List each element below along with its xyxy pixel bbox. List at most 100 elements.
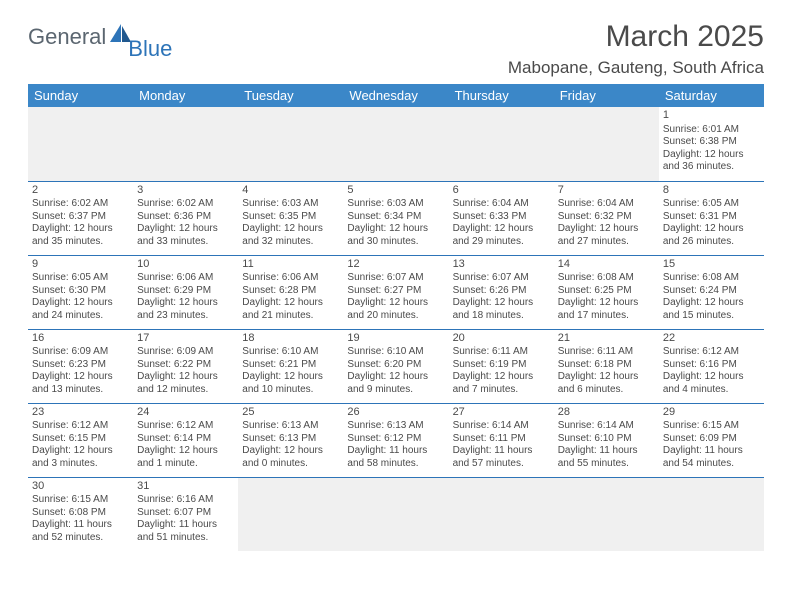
sunrise-text: Sunrise: 6:10 AM	[242, 346, 339, 359]
sunset-text: Sunset: 6:13 PM	[242, 433, 339, 446]
sunrise-text: Sunrise: 6:05 AM	[663, 198, 760, 211]
day-number: 13	[453, 258, 550, 272]
day-cell: 18Sunrise: 6:10 AMSunset: 6:21 PMDayligh…	[238, 329, 343, 403]
day-cell: 20Sunrise: 6:11 AMSunset: 6:19 PMDayligh…	[449, 329, 554, 403]
sunset-text: Sunset: 6:28 PM	[242, 285, 339, 298]
day-cell: 19Sunrise: 6:10 AMSunset: 6:20 PMDayligh…	[343, 329, 448, 403]
sunset-text: Sunset: 6:30 PM	[32, 285, 129, 298]
daylight-text: Daylight: 12 hours and 33 minutes.	[137, 223, 234, 248]
day-header: Tuesday	[238, 84, 343, 107]
sunrise-text: Sunrise: 6:12 AM	[663, 346, 760, 359]
sunset-text: Sunset: 6:22 PM	[137, 359, 234, 372]
daylight-text: Daylight: 12 hours and 12 minutes.	[137, 371, 234, 396]
sunrise-text: Sunrise: 6:02 AM	[32, 198, 129, 211]
day-cell: 28Sunrise: 6:14 AMSunset: 6:10 PMDayligh…	[554, 403, 659, 477]
sunrise-text: Sunrise: 6:11 AM	[453, 346, 550, 359]
daylight-text: Daylight: 12 hours and 24 minutes.	[32, 297, 129, 322]
daylight-text: Daylight: 12 hours and 30 minutes.	[347, 223, 444, 248]
day-cell: 3Sunrise: 6:02 AMSunset: 6:36 PMDaylight…	[133, 181, 238, 255]
day-cell	[449, 477, 554, 551]
day-number: 18	[242, 332, 339, 346]
daylight-text: Daylight: 12 hours and 9 minutes.	[347, 371, 444, 396]
sunrise-text: Sunrise: 6:01 AM	[663, 124, 760, 137]
daylight-text: Daylight: 12 hours and 13 minutes.	[32, 371, 129, 396]
day-number: 21	[558, 332, 655, 346]
sunrise-text: Sunrise: 6:15 AM	[32, 494, 129, 507]
sunrise-text: Sunrise: 6:08 AM	[663, 272, 760, 285]
day-cell: 24Sunrise: 6:12 AMSunset: 6:14 PMDayligh…	[133, 403, 238, 477]
day-cell	[238, 477, 343, 551]
daylight-text: Daylight: 11 hours and 55 minutes.	[558, 445, 655, 470]
sunset-text: Sunset: 6:09 PM	[663, 433, 760, 446]
daylight-text: Daylight: 12 hours and 20 minutes.	[347, 297, 444, 322]
sunset-text: Sunset: 6:12 PM	[347, 433, 444, 446]
month-title: March 2025	[508, 20, 764, 54]
day-number: 17	[137, 332, 234, 346]
sunrise-text: Sunrise: 6:12 AM	[137, 420, 234, 433]
sunrise-text: Sunrise: 6:03 AM	[347, 198, 444, 211]
day-number: 8	[663, 184, 760, 198]
day-number: 15	[663, 258, 760, 272]
week-row: 2Sunrise: 6:02 AMSunset: 6:37 PMDaylight…	[28, 181, 764, 255]
day-number: 12	[347, 258, 444, 272]
logo-text-blue: Blue	[128, 36, 172, 62]
day-number: 22	[663, 332, 760, 346]
sunset-text: Sunset: 6:25 PM	[558, 285, 655, 298]
sunrise-text: Sunrise: 6:07 AM	[347, 272, 444, 285]
daylight-text: Daylight: 11 hours and 58 minutes.	[347, 445, 444, 470]
sunrise-text: Sunrise: 6:16 AM	[137, 494, 234, 507]
sunset-text: Sunset: 6:21 PM	[242, 359, 339, 372]
sunrise-text: Sunrise: 6:06 AM	[242, 272, 339, 285]
day-number: 9	[32, 258, 129, 272]
day-number: 2	[32, 184, 129, 198]
logo-text-general: General	[28, 24, 106, 50]
day-cell: 21Sunrise: 6:11 AMSunset: 6:18 PMDayligh…	[554, 329, 659, 403]
day-cell: 9Sunrise: 6:05 AMSunset: 6:30 PMDaylight…	[28, 255, 133, 329]
daylight-text: Daylight: 12 hours and 1 minute.	[137, 445, 234, 470]
day-cell	[133, 107, 238, 181]
daylight-text: Daylight: 12 hours and 7 minutes.	[453, 371, 550, 396]
sunset-text: Sunset: 6:38 PM	[663, 136, 760, 149]
day-cell: 30Sunrise: 6:15 AMSunset: 6:08 PMDayligh…	[28, 477, 133, 551]
day-cell	[554, 477, 659, 551]
sunrise-text: Sunrise: 6:08 AM	[558, 272, 655, 285]
sunset-text: Sunset: 6:32 PM	[558, 211, 655, 224]
day-cell	[449, 107, 554, 181]
sunset-text: Sunset: 6:14 PM	[137, 433, 234, 446]
day-number: 3	[137, 184, 234, 198]
day-cell: 16Sunrise: 6:09 AMSunset: 6:23 PMDayligh…	[28, 329, 133, 403]
day-number: 6	[453, 184, 550, 198]
daylight-text: Daylight: 11 hours and 57 minutes.	[453, 445, 550, 470]
sunrise-text: Sunrise: 6:02 AM	[137, 198, 234, 211]
day-number: 16	[32, 332, 129, 346]
sunrise-text: Sunrise: 6:04 AM	[453, 198, 550, 211]
day-cell: 2Sunrise: 6:02 AMSunset: 6:37 PMDaylight…	[28, 181, 133, 255]
calendar-page: General Blue March 2025 Mabopane, Gauten…	[0, 0, 792, 551]
sunrise-text: Sunrise: 6:06 AM	[137, 272, 234, 285]
day-cell: 15Sunrise: 6:08 AMSunset: 6:24 PMDayligh…	[659, 255, 764, 329]
sunset-text: Sunset: 6:36 PM	[137, 211, 234, 224]
day-number: 4	[242, 184, 339, 198]
calendar-table: SundayMondayTuesdayWednesdayThursdayFrid…	[28, 84, 764, 551]
sunset-text: Sunset: 6:23 PM	[32, 359, 129, 372]
week-row: 1Sunrise: 6:01 AMSunset: 6:38 PMDaylight…	[28, 107, 764, 181]
day-cell: 11Sunrise: 6:06 AMSunset: 6:28 PMDayligh…	[238, 255, 343, 329]
sunset-text: Sunset: 6:26 PM	[453, 285, 550, 298]
day-number: 26	[347, 406, 444, 420]
sunset-text: Sunset: 6:18 PM	[558, 359, 655, 372]
week-row: 9Sunrise: 6:05 AMSunset: 6:30 PMDaylight…	[28, 255, 764, 329]
daylight-text: Daylight: 12 hours and 10 minutes.	[242, 371, 339, 396]
sunrise-text: Sunrise: 6:10 AM	[347, 346, 444, 359]
day-cell: 26Sunrise: 6:13 AMSunset: 6:12 PMDayligh…	[343, 403, 448, 477]
day-number: 28	[558, 406, 655, 420]
sunrise-text: Sunrise: 6:05 AM	[32, 272, 129, 285]
day-number: 14	[558, 258, 655, 272]
sunrise-text: Sunrise: 6:12 AM	[32, 420, 129, 433]
day-header: Wednesday	[343, 84, 448, 107]
day-number: 27	[453, 406, 550, 420]
sunset-text: Sunset: 6:24 PM	[663, 285, 760, 298]
sunrise-text: Sunrise: 6:14 AM	[453, 420, 550, 433]
sunset-text: Sunset: 6:31 PM	[663, 211, 760, 224]
day-header-row: SundayMondayTuesdayWednesdayThursdayFrid…	[28, 84, 764, 107]
sunrise-text: Sunrise: 6:11 AM	[558, 346, 655, 359]
